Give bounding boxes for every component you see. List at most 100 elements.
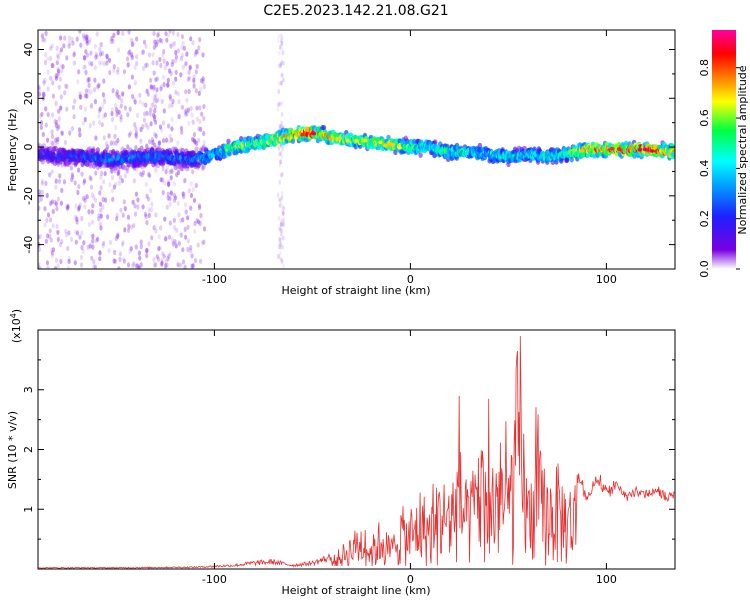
noise-speck xyxy=(90,255,94,261)
noise-speck xyxy=(197,90,201,96)
noise-speck xyxy=(55,119,59,125)
noise-speck xyxy=(277,253,280,259)
noise-speck xyxy=(192,131,196,138)
noise-speck xyxy=(117,266,121,269)
noise-speck xyxy=(202,226,207,232)
ridge-peak xyxy=(617,147,622,151)
noise-speck xyxy=(170,117,174,123)
noise-speck xyxy=(181,217,185,223)
noise-speck xyxy=(111,38,115,44)
noise-speck xyxy=(168,169,172,175)
noise-speck xyxy=(153,94,157,101)
noise-speck xyxy=(83,204,87,210)
noise-speck xyxy=(114,235,118,242)
noise-speck xyxy=(77,184,81,190)
noise-speck xyxy=(94,170,98,176)
noise-speck xyxy=(116,232,120,238)
noise-speck xyxy=(39,196,43,202)
noise-speck xyxy=(168,195,172,202)
noise-speck xyxy=(170,61,174,68)
noise-speck xyxy=(94,135,98,141)
noise-speck xyxy=(152,84,156,90)
noise-speck xyxy=(173,225,177,231)
noise-speck xyxy=(128,49,132,55)
noise-speck xyxy=(91,203,95,209)
noise-speck xyxy=(108,57,112,63)
ridge-blob xyxy=(226,138,231,145)
noise-speck xyxy=(92,194,96,200)
noise-speck xyxy=(280,41,284,47)
noise-speck xyxy=(116,109,120,115)
noise-speck xyxy=(149,207,153,213)
noise-speck xyxy=(66,204,70,210)
noise-speck xyxy=(86,88,90,94)
noise-speck xyxy=(55,45,59,51)
noise-speck xyxy=(197,204,202,211)
noise-speck xyxy=(119,103,123,109)
noise-speck xyxy=(199,78,204,84)
noise-speck xyxy=(187,75,191,81)
noise-speck xyxy=(169,43,173,49)
noise-speck xyxy=(199,86,203,92)
noise-speck xyxy=(97,60,102,66)
noise-speck xyxy=(132,223,136,229)
noise-speck xyxy=(120,241,125,248)
noise-speck xyxy=(279,33,283,38)
noise-speck xyxy=(279,227,282,232)
noise-speck xyxy=(280,228,284,234)
noise-speck xyxy=(280,257,283,263)
noise-speck xyxy=(139,239,143,245)
noise-speck xyxy=(114,103,118,109)
noise-speck xyxy=(41,37,45,43)
noise-speck xyxy=(145,88,149,94)
noise-speck xyxy=(44,51,48,58)
noise-speck xyxy=(172,217,176,223)
noise-speck xyxy=(144,62,148,69)
noise-speck xyxy=(40,111,44,117)
noise-speck xyxy=(110,117,115,123)
noise-speck xyxy=(152,225,156,231)
ridge-blob xyxy=(95,147,101,153)
ridge-peak xyxy=(300,132,305,137)
noise-speck xyxy=(68,130,72,136)
noise-speck xyxy=(116,69,120,75)
noise-speck xyxy=(99,185,103,191)
snr-multiplier-exponent: 4 xyxy=(9,313,18,318)
noise-speck xyxy=(189,244,193,251)
noise-speck xyxy=(187,69,191,75)
noise-speck xyxy=(41,131,45,138)
noise-speck xyxy=(186,224,190,230)
noise-speck xyxy=(70,126,74,132)
noise-speck xyxy=(181,247,185,253)
noise-speck xyxy=(132,261,136,267)
snr-multiplier: (x104) xyxy=(9,309,24,343)
noise-speck xyxy=(183,61,188,67)
noise-speck xyxy=(177,113,181,120)
ridge-blob xyxy=(569,156,574,163)
noise-speck xyxy=(87,221,91,227)
noise-speck xyxy=(198,119,202,125)
noise-speck xyxy=(38,189,42,195)
noise-speck xyxy=(278,162,282,168)
noise-speck xyxy=(80,245,84,251)
noise-speck xyxy=(127,84,131,90)
noise-speck xyxy=(153,131,157,137)
noise-speck xyxy=(280,231,283,237)
noise-speck xyxy=(169,190,173,196)
snr-panel: -100 0 100 1 2 3 Height of straight line (km)… xyxy=(6,309,676,597)
noise-speck xyxy=(143,211,147,217)
noise-speck xyxy=(67,258,71,264)
noise-speck xyxy=(144,181,148,187)
noise-speck xyxy=(65,55,69,61)
noise-speck xyxy=(105,53,109,60)
noise-speck xyxy=(48,233,52,239)
noise-speck xyxy=(130,224,134,230)
noise-speck xyxy=(46,212,51,218)
noise-speck xyxy=(109,140,113,146)
noise-speck xyxy=(192,74,196,80)
noise-speck xyxy=(78,30,82,34)
noise-speck xyxy=(281,146,284,152)
noise-speck xyxy=(191,40,195,46)
noise-speck xyxy=(127,132,131,138)
noise-speck xyxy=(106,56,110,63)
